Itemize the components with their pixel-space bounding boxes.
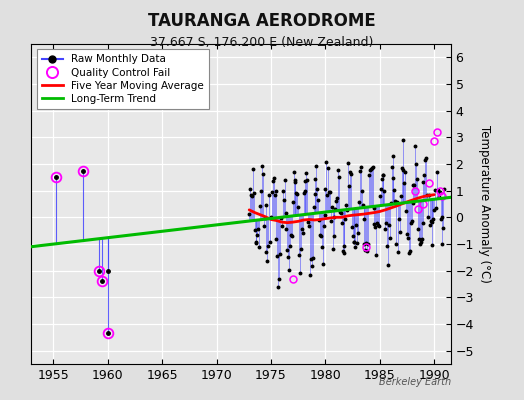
Text: Berkeley Earth: Berkeley Earth xyxy=(378,377,451,387)
Text: TAURANGA AERODROME: TAURANGA AERODROME xyxy=(148,12,376,30)
Y-axis label: Temperature Anomaly (°C): Temperature Anomaly (°C) xyxy=(478,125,490,283)
Text: 37.667 S, 176.200 E (New Zealand): 37.667 S, 176.200 E (New Zealand) xyxy=(150,36,374,49)
Legend: Raw Monthly Data, Quality Control Fail, Five Year Moving Average, Long-Term Tren: Raw Monthly Data, Quality Control Fail, … xyxy=(37,49,209,109)
